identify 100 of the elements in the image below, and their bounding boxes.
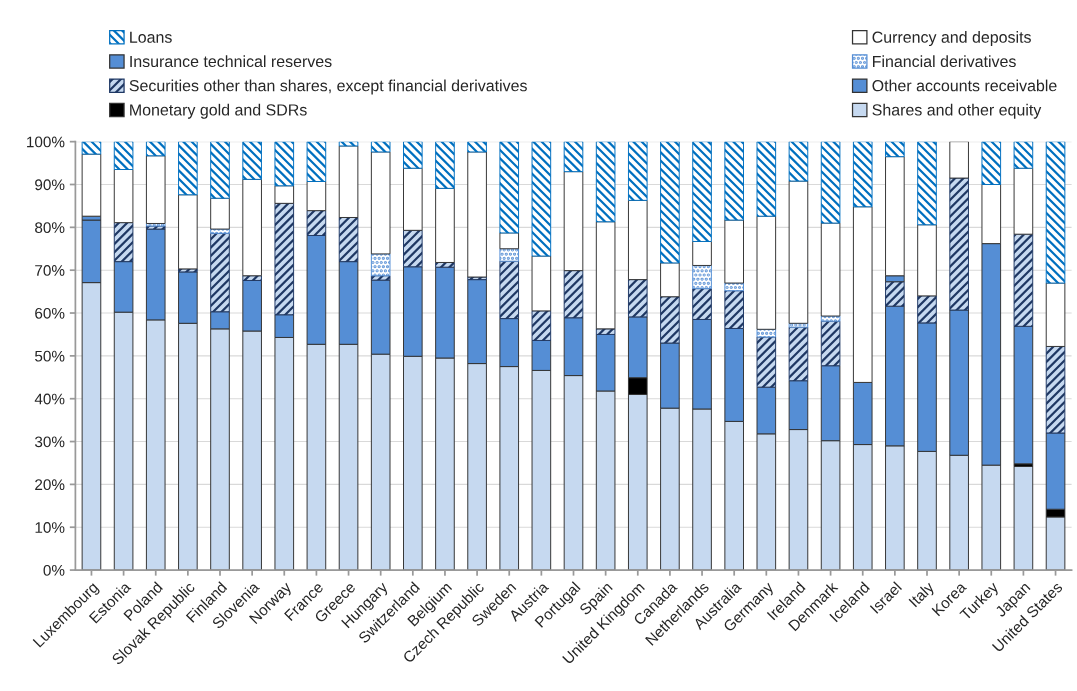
bar — [81, 153, 102, 217]
bar — [178, 141, 198, 196]
legend-label: Insurance technical reserves — [130, 55, 332, 68]
bar — [917, 224, 937, 297]
legend-label: Shares and other equity — [872, 103, 1042, 119]
bar — [627, 199, 648, 281]
bar — [660, 262, 680, 298]
bar — [370, 275, 391, 281]
bar — [692, 240, 712, 266]
legend-label: Other accounts receivable — [872, 79, 1057, 92]
bar — [563, 270, 584, 319]
y-tick-label: 30% — [34, 436, 65, 448]
bar — [467, 141, 487, 153]
bar — [627, 141, 648, 201]
bar — [788, 180, 809, 324]
bar — [660, 141, 680, 264]
bar — [499, 260, 520, 320]
bar — [788, 141, 809, 182]
bar — [435, 261, 455, 268]
bar — [981, 141, 1002, 185]
bar — [563, 171, 584, 272]
y-tick-label: 100% — [27, 136, 65, 148]
bar — [81, 141, 102, 155]
bar — [499, 248, 520, 262]
bar — [756, 336, 777, 388]
bar — [692, 288, 712, 320]
legend-label: Financial derivatives — [873, 55, 1016, 68]
y-tick-label: 10% — [35, 522, 65, 533]
bar — [692, 264, 712, 290]
legend-label: Securities other than shares, except financial derivatives — [129, 79, 527, 95]
bar — [660, 296, 680, 344]
y-tick-label: 90% — [35, 179, 65, 191]
bar — [724, 290, 744, 329]
y-tick-label: 80% — [35, 222, 65, 234]
bar — [306, 210, 327, 236]
bar — [178, 194, 198, 270]
bar — [403, 229, 423, 268]
bar — [1013, 233, 1034, 327]
bar — [145, 141, 166, 157]
bar — [113, 169, 134, 224]
bar — [370, 253, 391, 277]
bar — [274, 185, 295, 204]
bar — [563, 141, 584, 173]
bar — [370, 141, 391, 153]
bar — [852, 141, 873, 208]
bar — [499, 232, 520, 250]
y-tick-label: 0% — [43, 564, 65, 576]
bar — [403, 167, 423, 231]
bar — [274, 202, 295, 316]
bar — [788, 326, 809, 382]
bar — [145, 155, 166, 224]
bar — [949, 177, 969, 311]
bar — [595, 221, 616, 330]
bar — [949, 141, 969, 179]
bar — [1013, 167, 1034, 235]
bar — [1013, 465, 1034, 571]
bar — [531, 141, 552, 257]
legend-label: Loans — [130, 31, 172, 43]
bar — [242, 178, 262, 277]
bar — [403, 141, 423, 169]
bar — [113, 222, 134, 263]
bar — [756, 141, 777, 217]
bar — [1013, 141, 1034, 169]
bar — [338, 141, 359, 147]
bar — [820, 141, 841, 224]
bar — [499, 141, 520, 234]
bar — [338, 217, 359, 263]
bar — [210, 141, 230, 199]
y-tick-label: 40% — [34, 393, 65, 405]
bar — [724, 219, 744, 284]
bar — [1013, 325, 1034, 465]
bar — [242, 275, 262, 281]
bar — [113, 141, 134, 170]
bar — [306, 181, 327, 212]
y-tick-label: 70% — [35, 265, 65, 276]
bar — [370, 151, 391, 255]
bar — [435, 141, 455, 189]
bar — [692, 141, 712, 242]
bar — [885, 141, 905, 158]
bar — [820, 222, 841, 317]
y-tick-label: 50% — [35, 350, 65, 362]
bar — [1045, 282, 1066, 347]
bar — [885, 281, 905, 307]
bar — [531, 310, 552, 341]
bar — [724, 141, 744, 221]
y-tick-label: 20% — [35, 479, 65, 491]
bar — [338, 145, 359, 218]
bar — [242, 141, 262, 180]
bar — [531, 255, 552, 312]
bar — [917, 295, 937, 324]
bar — [274, 141, 295, 187]
bar — [210, 232, 230, 313]
bar — [595, 141, 616, 223]
legend-label: Currency and deposits — [872, 31, 1031, 46]
bar — [210, 197, 230, 230]
bar — [820, 320, 841, 367]
legend-label: Monetary gold and SDRs — [130, 103, 307, 119]
bar — [306, 141, 327, 182]
bar — [756, 328, 777, 338]
bar — [917, 141, 937, 226]
